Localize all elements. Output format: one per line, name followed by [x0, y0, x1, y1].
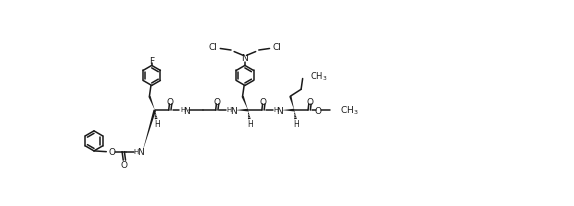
- Text: H: H: [180, 107, 185, 112]
- Text: F: F: [149, 56, 154, 65]
- Text: N: N: [137, 147, 144, 156]
- Text: N: N: [230, 106, 236, 115]
- Text: O: O: [166, 98, 174, 107]
- Text: Cl: Cl: [208, 42, 217, 52]
- Polygon shape: [242, 96, 248, 111]
- Text: Cl: Cl: [273, 42, 282, 52]
- Polygon shape: [289, 96, 294, 111]
- Text: O: O: [260, 98, 267, 107]
- Text: O: O: [214, 98, 220, 107]
- Polygon shape: [142, 110, 156, 152]
- Text: O: O: [315, 106, 321, 115]
- Polygon shape: [148, 96, 155, 111]
- Polygon shape: [236, 109, 248, 112]
- Text: H: H: [247, 119, 253, 128]
- Text: O: O: [108, 147, 115, 156]
- Text: H: H: [134, 148, 139, 154]
- Text: CH$_3$: CH$_3$: [340, 104, 358, 117]
- Text: O: O: [306, 98, 313, 107]
- Text: H: H: [273, 107, 278, 112]
- Text: H: H: [294, 119, 300, 128]
- Text: O: O: [121, 160, 128, 169]
- Text: N: N: [183, 106, 190, 115]
- Polygon shape: [282, 109, 294, 112]
- Text: N: N: [276, 106, 283, 115]
- Text: N: N: [242, 54, 249, 63]
- Text: CH$_3$: CH$_3$: [311, 71, 328, 83]
- Text: H: H: [154, 119, 160, 128]
- Text: H: H: [227, 107, 232, 112]
